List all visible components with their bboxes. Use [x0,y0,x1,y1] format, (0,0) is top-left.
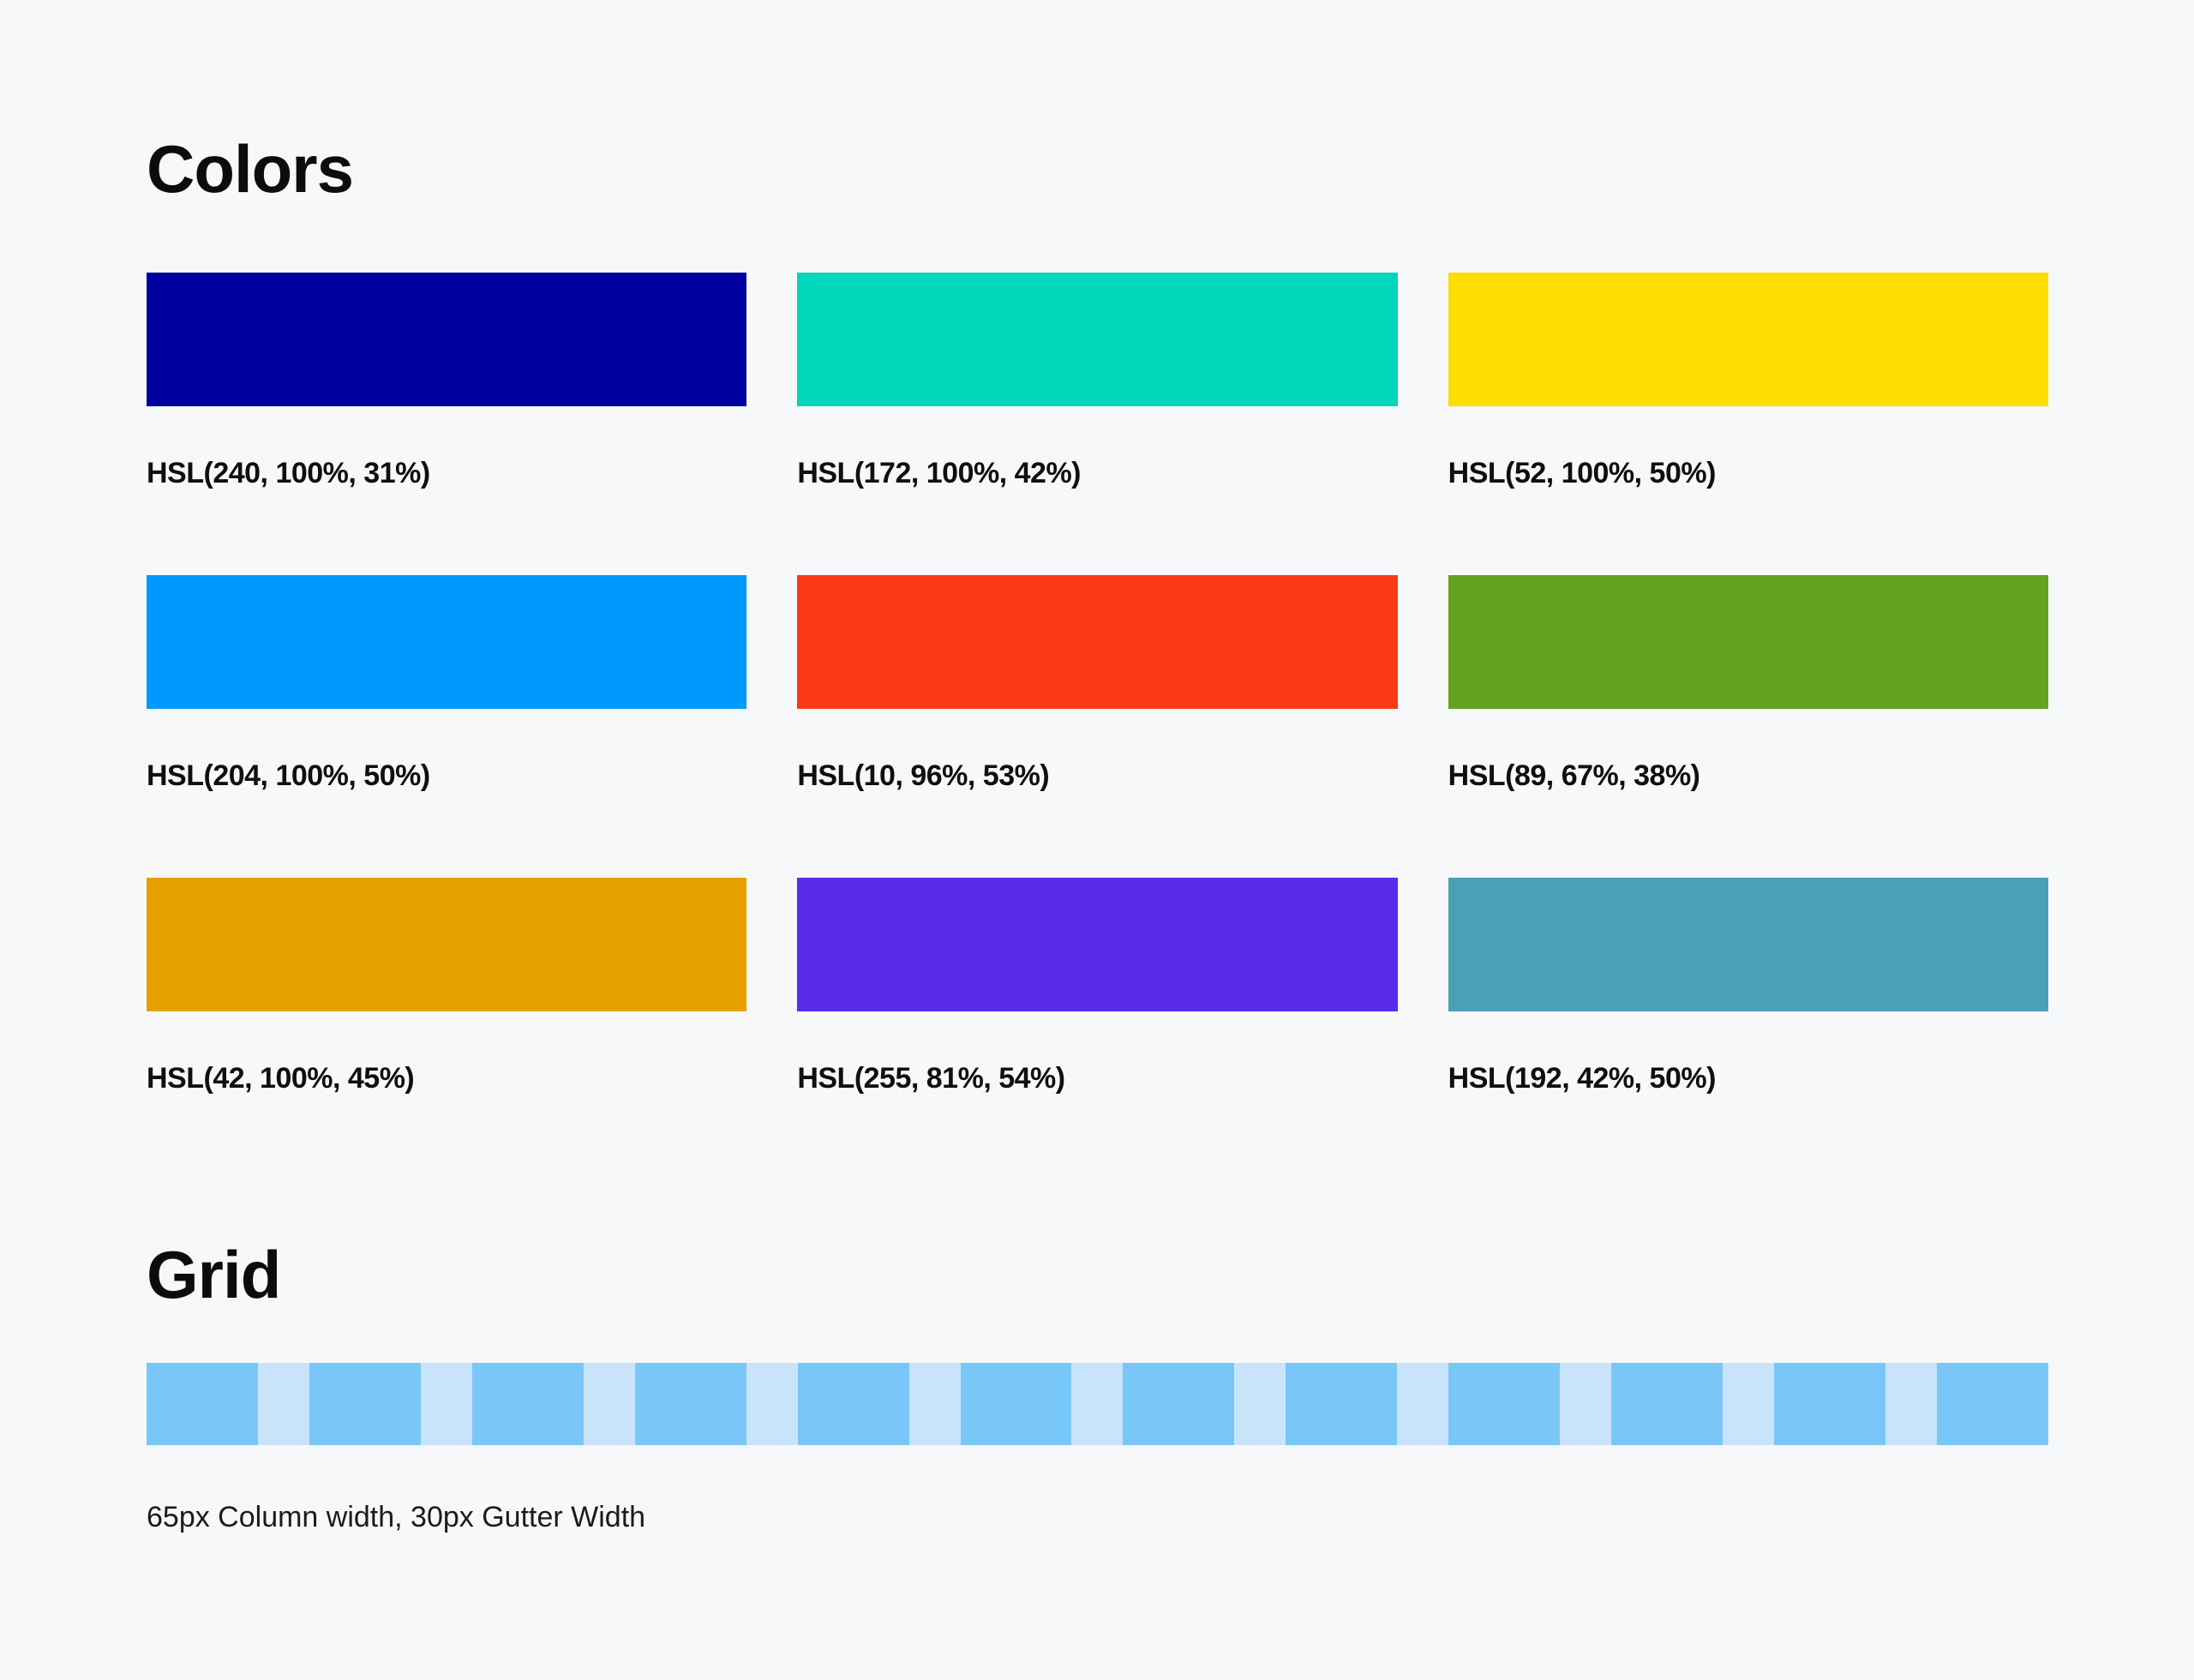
color-swatch-cell: HSL(172, 100%, 42%) [797,273,1398,491]
color-swatch-label: HSL(204, 100%, 50%) [147,759,430,792]
layout-grid-strip [147,1363,2048,1446]
grid-gutter [1071,1363,1124,1446]
grid-column [1936,1363,2048,1446]
grid-gutter [908,1363,961,1446]
color-swatch-label: HSL(255, 81%, 54%) [797,1061,1065,1095]
color-swatch [797,877,1398,1011]
color-swatch-label: HSL(10, 96%, 53%) [797,759,1050,792]
color-swatch-cell: HSL(52, 100%, 50%) [1448,273,2048,491]
grid-column [471,1363,584,1446]
grid-gutter [257,1363,309,1446]
color-swatch [1448,574,2048,709]
color-swatch-cell: HSL(240, 100%, 31%) [147,273,747,491]
color-swatch [797,574,1398,709]
grid-column [960,1363,1072,1446]
grid-gutter [583,1363,635,1446]
grid-column [1123,1363,1235,1446]
grid-gutter [1234,1363,1286,1446]
grid-section-title: Grid [147,1237,281,1313]
grid-column [309,1363,421,1446]
color-swatch-cell: HSL(192, 42%, 50%) [1448,877,2048,1096]
grid-gutter [420,1363,472,1446]
color-swatch-label: HSL(89, 67%, 38%) [1448,759,1700,792]
color-swatch-label: HSL(52, 100%, 50%) [1448,457,1717,489]
color-swatch-cell: HSL(10, 96%, 53%) [797,574,1398,794]
color-swatch [147,574,747,709]
grid-gutter [1723,1363,1775,1446]
grid-gutter [1397,1363,1449,1446]
color-swatch-label: HSL(172, 100%, 42%) [797,457,1081,489]
grid-caption: 65px Column width, 30px Gutter Width [147,1501,646,1534]
grid-column [1286,1363,1398,1446]
grid-gutter [746,1363,798,1446]
color-swatch-label: HSL(42, 100%, 45%) [147,1061,415,1095]
color-swatch-grid: HSL(240, 100%, 31%) HSL(172, 100%, 42%) HS… [147,273,2048,1095]
grid-section: Grid 65px Column width, 30px Gutter Widt… [147,1241,2048,1535]
color-swatch [147,273,747,406]
color-swatch-label: HSL(192, 42%, 50%) [1448,1061,1717,1095]
color-swatch-cell: HSL(255, 81%, 54%) [797,877,1398,1096]
grid-column [1448,1363,1561,1446]
grid-column [797,1363,909,1446]
color-swatch-cell: HSL(204, 100%, 50%) [147,574,747,794]
grid-column [1611,1363,1723,1446]
grid-gutter [1885,1363,1937,1446]
color-swatch-cell: HSL(42, 100%, 45%) [147,877,747,1096]
color-swatch-label: HSL(240, 100%, 31%) [147,457,430,489]
color-swatch [797,273,1398,406]
color-swatch [1448,273,2048,406]
color-swatch-cell: HSL(89, 67%, 38%) [1448,574,2048,794]
grid-column [1774,1363,1885,1446]
grid-gutter [1560,1363,1612,1446]
color-swatch [1448,877,2048,1011]
colors-section-title: Colors [147,131,354,207]
color-swatch [147,877,747,1011]
grid-column [147,1363,258,1446]
grid-column [634,1363,746,1446]
colors-section: Colors HSL(240, 100%, 31%) HSL(172, 100%,… [147,135,2048,1095]
